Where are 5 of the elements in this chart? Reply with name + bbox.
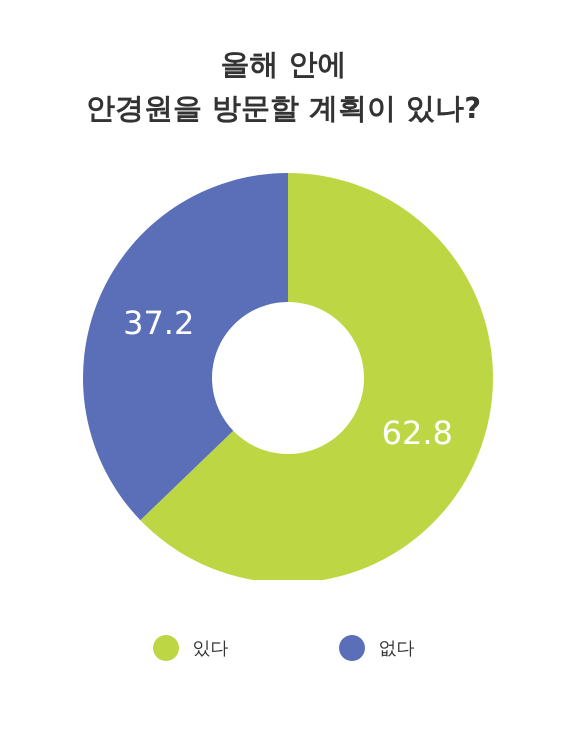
legend-label: 없다 (378, 637, 414, 660)
chart-title: 올해 안에 안경원을 방문할 계획이 있나? (84, 46, 482, 127)
data-label: 37.2 (123, 304, 194, 342)
data-label: 62.8 (382, 414, 453, 452)
legend-label: 있다 (192, 637, 228, 660)
